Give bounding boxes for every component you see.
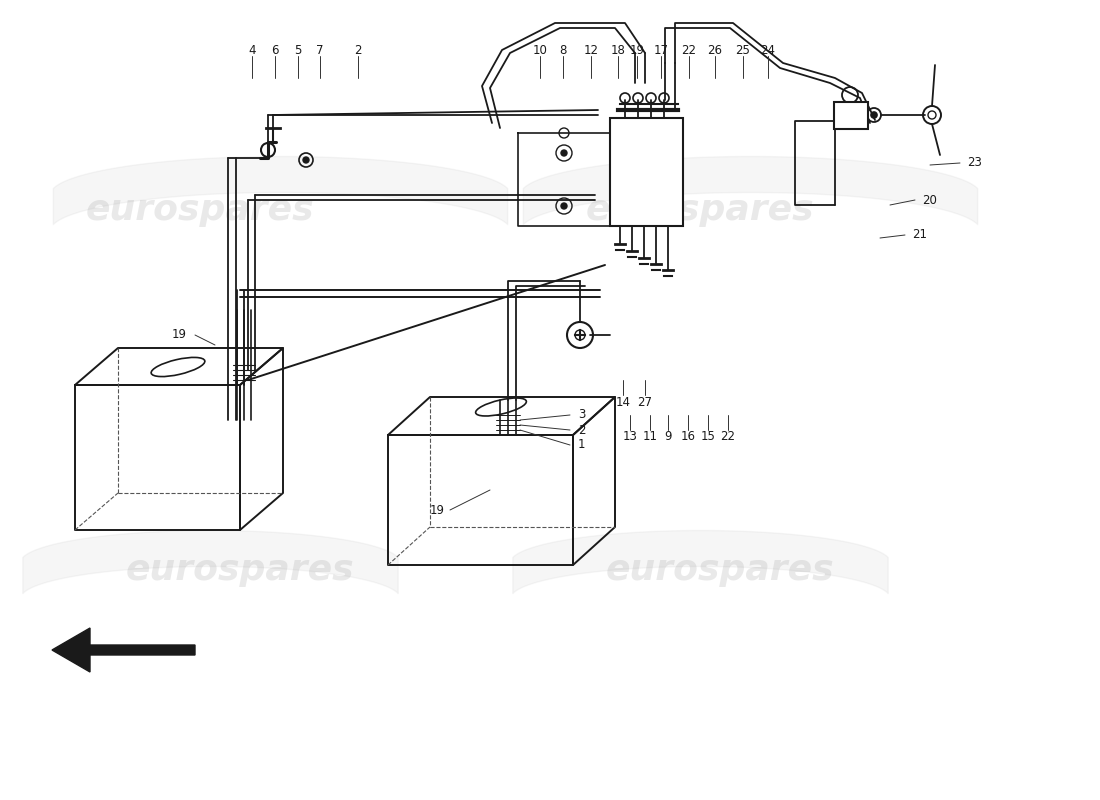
Text: 4: 4 [249,43,255,57]
Text: 19: 19 [629,43,645,57]
Text: 24: 24 [760,43,775,57]
FancyBboxPatch shape [834,102,868,129]
Text: 5: 5 [295,43,301,57]
Text: 2: 2 [578,423,585,437]
FancyBboxPatch shape [610,118,683,226]
Text: 3: 3 [578,409,585,422]
Circle shape [871,112,877,118]
Text: 7: 7 [317,43,323,57]
Text: 2: 2 [354,43,362,57]
Text: 27: 27 [638,395,652,409]
Text: eurospares: eurospares [125,553,354,587]
Text: 10: 10 [532,43,548,57]
Text: 9: 9 [664,430,672,443]
Text: 23: 23 [967,157,982,170]
Text: 11: 11 [642,430,658,443]
Text: eurospares: eurospares [86,193,315,227]
Circle shape [561,150,566,156]
Text: 18: 18 [610,43,626,57]
Text: 25: 25 [736,43,750,57]
Text: 17: 17 [653,43,669,57]
Text: 21: 21 [912,229,927,242]
Text: 26: 26 [707,43,723,57]
Text: 22: 22 [682,43,696,57]
Text: eurospares: eurospares [606,553,834,587]
Polygon shape [52,628,195,672]
Text: eurospares: eurospares [585,193,814,227]
Text: 8: 8 [559,43,566,57]
Text: 20: 20 [922,194,937,206]
Text: 13: 13 [623,430,637,443]
Text: 12: 12 [583,43,598,57]
Circle shape [302,157,309,163]
Text: 19: 19 [430,505,446,518]
Text: 16: 16 [681,430,695,443]
Circle shape [561,203,566,209]
Text: 19: 19 [172,327,187,341]
Text: 22: 22 [720,430,736,443]
Text: 15: 15 [701,430,715,443]
Text: 1: 1 [578,438,585,451]
Text: 14: 14 [616,395,630,409]
Text: 6: 6 [272,43,278,57]
